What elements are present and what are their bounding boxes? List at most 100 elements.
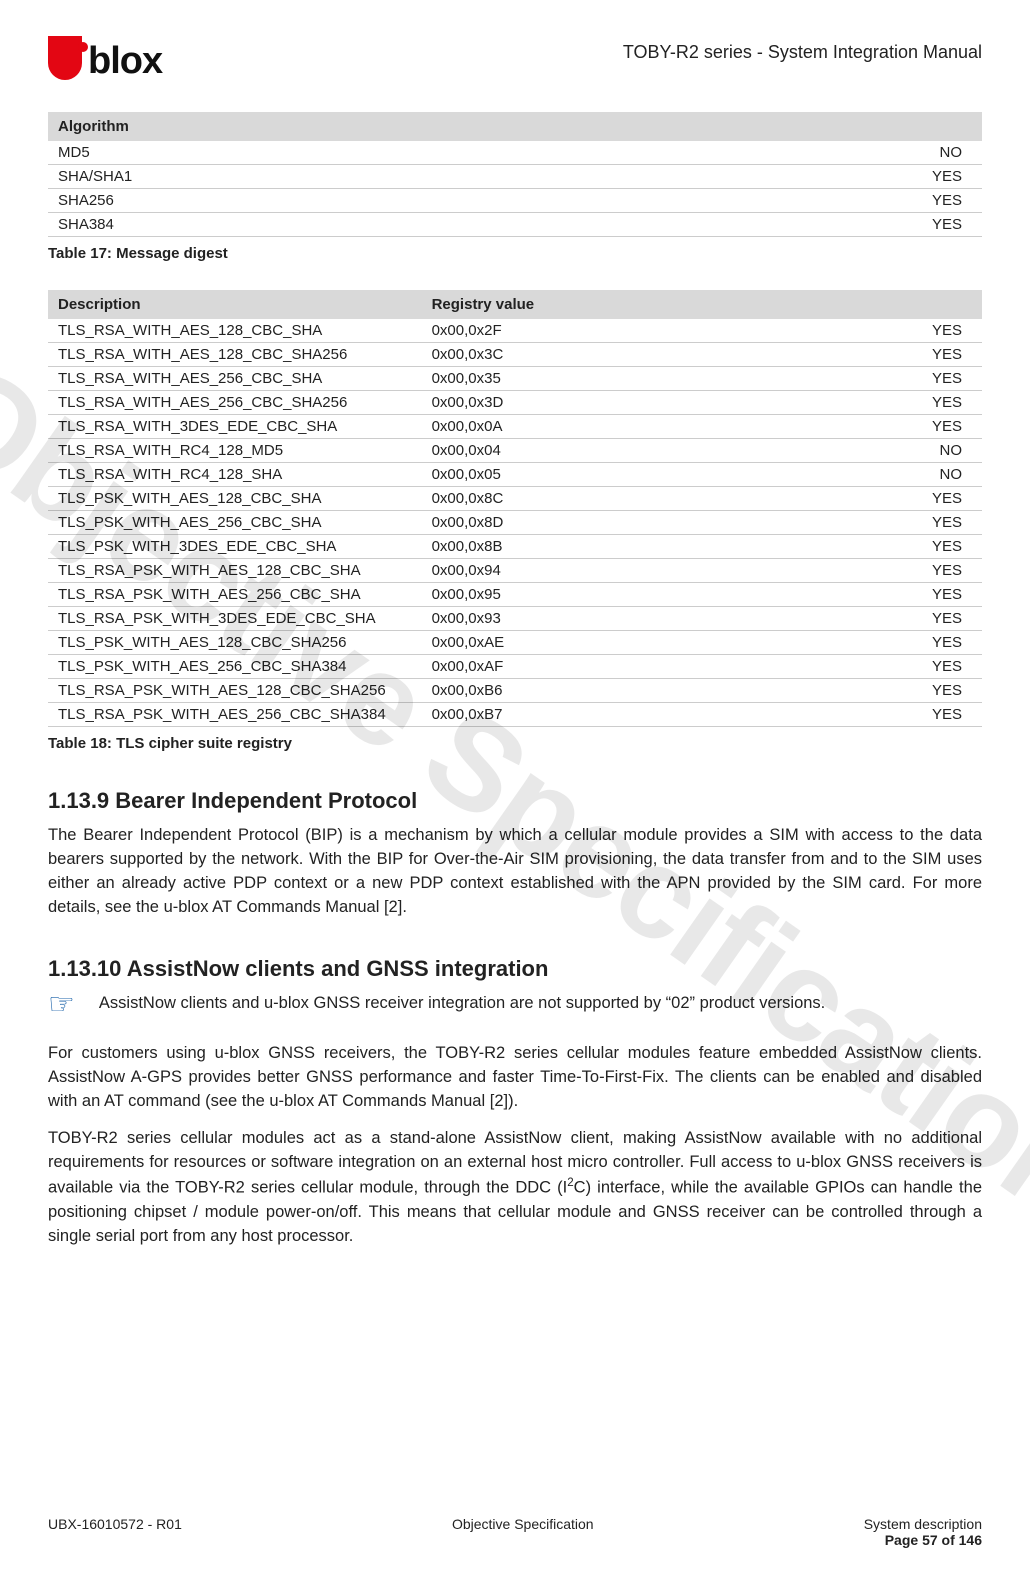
cipher-description: TLS_PSK_WITH_AES_128_CBC_SHA bbox=[48, 487, 422, 511]
cipher-registry: 0x00,0x04 bbox=[422, 439, 842, 463]
table18-h2: Registry value bbox=[422, 290, 842, 319]
cipher-description: TLS_RSA_PSK_WITH_AES_256_CBC_SHA bbox=[48, 583, 422, 607]
cipher-registry: 0x00,0x0A bbox=[422, 415, 842, 439]
section-assistnow-p1: For customers using u-blox GNSS receiver… bbox=[48, 1042, 982, 1114]
table-row: MD5NO bbox=[48, 141, 982, 165]
table-row: TLS_PSK_WITH_AES_256_CBC_SHA0x00,0x8DYES bbox=[48, 511, 982, 535]
cipher-description: TLS_RSA_WITH_RC4_128_MD5 bbox=[48, 439, 422, 463]
table-row: SHA256YES bbox=[48, 189, 982, 213]
note-text: AssistNow clients and u-blox GNSS receiv… bbox=[99, 992, 825, 1016]
page-header: blox TOBY-R2 series - System Integration… bbox=[48, 36, 982, 80]
cipher-description: TLS_PSK_WITH_AES_256_CBC_SHA bbox=[48, 511, 422, 535]
algorithm-value: YES bbox=[619, 165, 982, 189]
cipher-value: NO bbox=[842, 463, 982, 487]
cipher-value: YES bbox=[842, 319, 982, 343]
cipher-registry: 0x00,0xB6 bbox=[422, 679, 842, 703]
section-assistnow-title: 1.13.10 AssistNow clients and GNSS integ… bbox=[48, 956, 982, 982]
cipher-registry: 0x00,0x94 bbox=[422, 559, 842, 583]
cipher-description: TLS_RSA_PSK_WITH_AES_128_CBC_SHA bbox=[48, 559, 422, 583]
cipher-registry: 0x00,0x93 bbox=[422, 607, 842, 631]
table-row: TLS_RSA_WITH_3DES_EDE_CBC_SHA0x00,0x0AYE… bbox=[48, 415, 982, 439]
cipher-description: TLS_RSA_WITH_AES_128_CBC_SHA bbox=[48, 319, 422, 343]
cipher-description: TLS_RSA_PSK_WITH_AES_256_CBC_SHA384 bbox=[48, 703, 422, 727]
cipher-value: YES bbox=[842, 511, 982, 535]
cipher-registry: 0x00,0xAF bbox=[422, 655, 842, 679]
cipher-value: YES bbox=[842, 703, 982, 727]
algorithm-name: SHA256 bbox=[48, 189, 619, 213]
cipher-value: YES bbox=[842, 559, 982, 583]
cipher-value: YES bbox=[842, 535, 982, 559]
cipher-value: YES bbox=[842, 391, 982, 415]
cipher-value: YES bbox=[842, 583, 982, 607]
table-row: TLS_RSA_PSK_WITH_AES_256_CBC_SHA0x00,0x9… bbox=[48, 583, 982, 607]
note-row: ☞ AssistNow clients and u-blox GNSS rece… bbox=[48, 992, 982, 1020]
table18-h3 bbox=[842, 290, 982, 319]
table-row: TLS_PSK_WITH_3DES_EDE_CBC_SHA0x00,0x8BYE… bbox=[48, 535, 982, 559]
table-message-digest: Algorithm MD5NOSHA/SHA1YESSHA256YESSHA38… bbox=[48, 112, 982, 237]
section-assistnow-p2: TOBY-R2 series cellular modules act as a… bbox=[48, 1127, 982, 1248]
ublox-logo: blox bbox=[48, 36, 162, 80]
table-row: TLS_PSK_WITH_AES_128_CBC_SHA0x00,0x8CYES bbox=[48, 487, 982, 511]
cipher-value: YES bbox=[842, 655, 982, 679]
table-row: TLS_RSA_PSK_WITH_AES_128_CBC_SHA0x00,0x9… bbox=[48, 559, 982, 583]
algorithm-name: MD5 bbox=[48, 141, 619, 165]
cipher-value: YES bbox=[842, 343, 982, 367]
table-row: TLS_PSK_WITH_AES_128_CBC_SHA2560x00,0xAE… bbox=[48, 631, 982, 655]
logo-text: blox bbox=[88, 42, 162, 80]
cipher-value: YES bbox=[842, 487, 982, 511]
section-bip-p1: The Bearer Independent Protocol (BIP) is… bbox=[48, 824, 982, 920]
page-footer: UBX-16010572 - R01 Objective Specificati… bbox=[48, 1516, 982, 1548]
section-bip-title: 1.13.9 Bearer Independent Protocol bbox=[48, 788, 982, 814]
table-row: SHA384YES bbox=[48, 213, 982, 237]
pointing-hand-icon: ☞ bbox=[48, 990, 75, 1020]
algorithm-value: YES bbox=[619, 213, 982, 237]
cipher-value: YES bbox=[842, 415, 982, 439]
cipher-value: YES bbox=[842, 367, 982, 391]
cipher-registry: 0x00,0x8C bbox=[422, 487, 842, 511]
table-row: SHA/SHA1YES bbox=[48, 165, 982, 189]
algorithm-value: NO bbox=[619, 141, 982, 165]
cipher-description: TLS_RSA_WITH_RC4_128_SHA bbox=[48, 463, 422, 487]
table-row: TLS_RSA_WITH_AES_128_CBC_SHA2560x00,0x3C… bbox=[48, 343, 982, 367]
table-row: TLS_RSA_PSK_WITH_3DES_EDE_CBC_SHA0x00,0x… bbox=[48, 607, 982, 631]
cipher-description: TLS_PSK_WITH_AES_256_CBC_SHA384 bbox=[48, 655, 422, 679]
table-row: TLS_RSA_PSK_WITH_AES_128_CBC_SHA2560x00,… bbox=[48, 679, 982, 703]
cipher-description: TLS_RSA_WITH_AES_128_CBC_SHA256 bbox=[48, 343, 422, 367]
footer-right-top: System description bbox=[864, 1516, 982, 1532]
cipher-description: TLS_PSK_WITH_AES_128_CBC_SHA256 bbox=[48, 631, 422, 655]
cipher-registry: 0x00,0x35 bbox=[422, 367, 842, 391]
document-title: TOBY-R2 series - System Integration Manu… bbox=[623, 42, 982, 63]
table-row: TLS_RSA_WITH_RC4_128_MD50x00,0x04NO bbox=[48, 439, 982, 463]
cipher-description: TLS_RSA_WITH_AES_256_CBC_SHA bbox=[48, 367, 422, 391]
cipher-registry: 0x00,0x95 bbox=[422, 583, 842, 607]
cipher-description: TLS_RSA_PSK_WITH_3DES_EDE_CBC_SHA bbox=[48, 607, 422, 631]
cipher-value: YES bbox=[842, 607, 982, 631]
table-row: TLS_RSA_WITH_AES_256_CBC_SHA0x00,0x35YES bbox=[48, 367, 982, 391]
algorithm-value: YES bbox=[619, 189, 982, 213]
cipher-registry: 0x00,0x3C bbox=[422, 343, 842, 367]
footer-page-number: Page 57 of 146 bbox=[864, 1532, 982, 1548]
table-row: TLS_RSA_WITH_RC4_128_SHA0x00,0x05NO bbox=[48, 463, 982, 487]
cipher-description: TLS_RSA_WITH_3DES_EDE_CBC_SHA bbox=[48, 415, 422, 439]
algorithm-name: SHA384 bbox=[48, 213, 619, 237]
cipher-registry: 0x00,0xB7 bbox=[422, 703, 842, 727]
cipher-description: TLS_RSA_WITH_AES_256_CBC_SHA256 bbox=[48, 391, 422, 415]
cipher-registry: 0x00,0x05 bbox=[422, 463, 842, 487]
table-row: TLS_RSA_WITH_AES_256_CBC_SHA2560x00,0x3D… bbox=[48, 391, 982, 415]
table17-caption: Table 17: Message digest bbox=[48, 245, 982, 262]
cipher-value: YES bbox=[842, 631, 982, 655]
table-row: TLS_RSA_WITH_AES_128_CBC_SHA0x00,0x2FYES bbox=[48, 319, 982, 343]
table18-h1: Description bbox=[48, 290, 422, 319]
cipher-value: NO bbox=[842, 439, 982, 463]
cipher-registry: 0x00,0x8D bbox=[422, 511, 842, 535]
table-cipher-suite: Description Registry value TLS_RSA_WITH_… bbox=[48, 290, 982, 727]
cipher-description: TLS_RSA_PSK_WITH_AES_128_CBC_SHA256 bbox=[48, 679, 422, 703]
table17-header: Algorithm bbox=[48, 112, 982, 141]
cipher-description: TLS_PSK_WITH_3DES_EDE_CBC_SHA bbox=[48, 535, 422, 559]
algorithm-name: SHA/SHA1 bbox=[48, 165, 619, 189]
footer-center: Objective Specification bbox=[182, 1516, 864, 1548]
table-row: TLS_PSK_WITH_AES_256_CBC_SHA3840x00,0xAF… bbox=[48, 655, 982, 679]
table18-caption: Table 18: TLS cipher suite registry bbox=[48, 735, 982, 752]
cipher-registry: 0x00,0x3D bbox=[422, 391, 842, 415]
footer-left: UBX-16010572 - R01 bbox=[48, 1516, 182, 1548]
